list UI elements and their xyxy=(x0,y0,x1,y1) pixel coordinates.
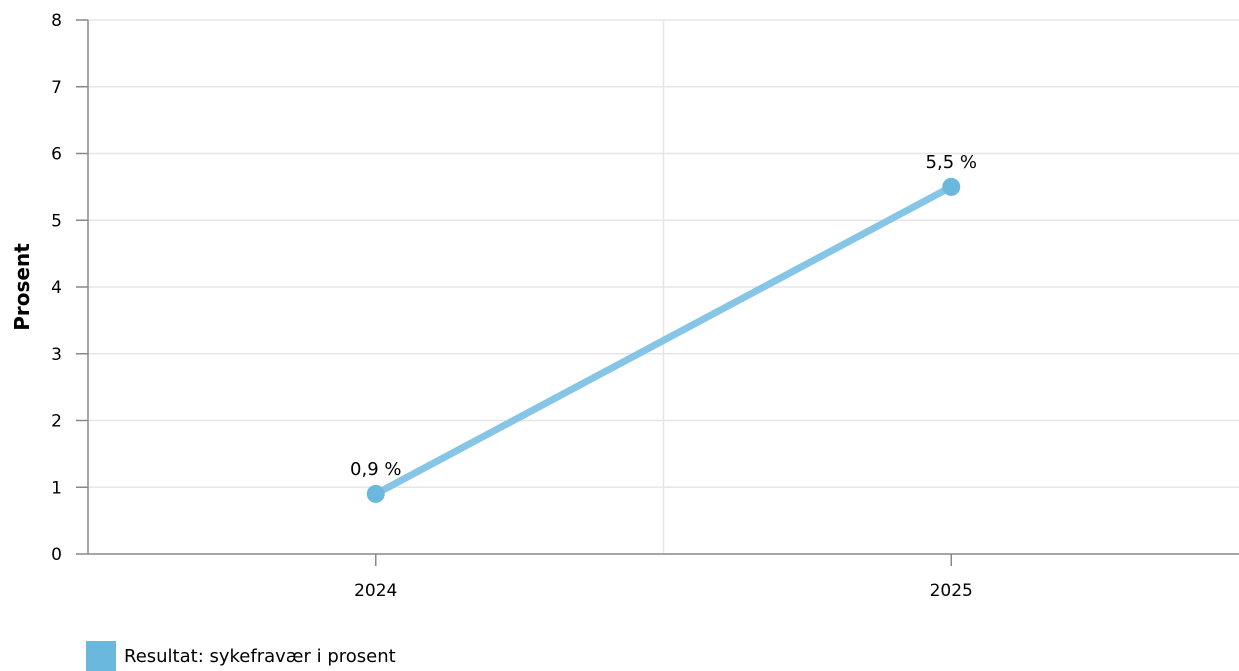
legend-label: Resultat: sykefravær i prosent xyxy=(124,645,396,667)
y-tick-label: 3 xyxy=(51,345,62,365)
y-tick-label: 4 xyxy=(51,278,62,298)
y-tick-label: 5 xyxy=(51,211,62,231)
x-tick-label: 2025 xyxy=(930,581,973,601)
x-tick-label: 2024 xyxy=(354,581,397,601)
y-axis-title: Prosent xyxy=(10,243,34,331)
y-tick-label: 2 xyxy=(51,412,62,432)
y-tick-label: 8 xyxy=(51,11,62,31)
series-group: 0,9 % 5,5 % xyxy=(350,152,977,503)
gridlines xyxy=(88,19,1239,554)
y-axis-ticks: 0 1 2 3 4 5 6 7 8 xyxy=(51,11,88,565)
y-tick-label: 0 xyxy=(51,545,62,565)
y-tick-label: 6 xyxy=(51,145,62,165)
x-axis-ticks: 2024 2025 xyxy=(354,554,973,601)
line-chart: 0 1 2 3 4 5 6 7 8 2024 2025 Prosent 0,9 % 5,5 % xyxy=(10,11,1239,601)
legend[interactable]: Resultat: sykefravær i prosent xyxy=(86,641,396,671)
data-label: 0,9 % xyxy=(350,459,401,480)
y-tick-label: 1 xyxy=(51,478,62,498)
data-point xyxy=(942,177,961,196)
data-label: 5,5 % xyxy=(926,152,977,173)
legend-swatch xyxy=(86,641,116,671)
y-tick-label: 7 xyxy=(51,78,62,98)
data-point xyxy=(366,484,385,503)
series-line xyxy=(372,183,955,498)
